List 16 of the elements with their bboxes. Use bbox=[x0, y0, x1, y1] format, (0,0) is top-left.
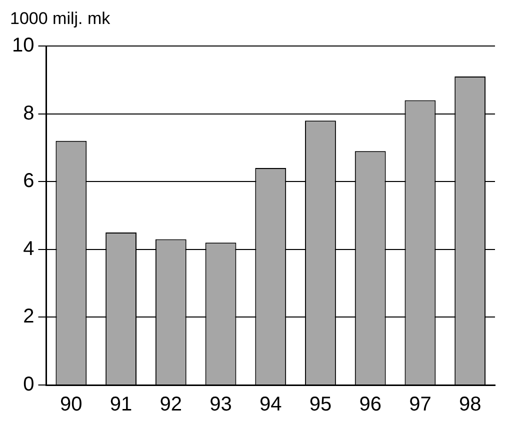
y-tick-label: 0 bbox=[23, 374, 34, 396]
x-tick-label: 97 bbox=[409, 394, 432, 416]
x-tick-label: 90 bbox=[60, 394, 82, 416]
x-tick-label: 92 bbox=[160, 394, 182, 416]
y-tick-label: 6 bbox=[23, 170, 34, 192]
x-tick-label: 96 bbox=[359, 394, 382, 416]
y-tick-label: 2 bbox=[23, 306, 34, 328]
y-tick-label: 8 bbox=[23, 102, 34, 124]
y-tick-label: 10 bbox=[12, 34, 34, 57]
x-tick-label: 95 bbox=[309, 394, 332, 416]
x-tick-label: 93 bbox=[210, 394, 232, 416]
y-tick-label: 4 bbox=[23, 238, 34, 260]
x-tick-label: 98 bbox=[458, 394, 482, 416]
x-tick-label: 94 bbox=[260, 394, 282, 416]
x-tick-label: 91 bbox=[110, 394, 132, 416]
y-axis-title: 1000 milj. mk bbox=[9, 8, 112, 30]
